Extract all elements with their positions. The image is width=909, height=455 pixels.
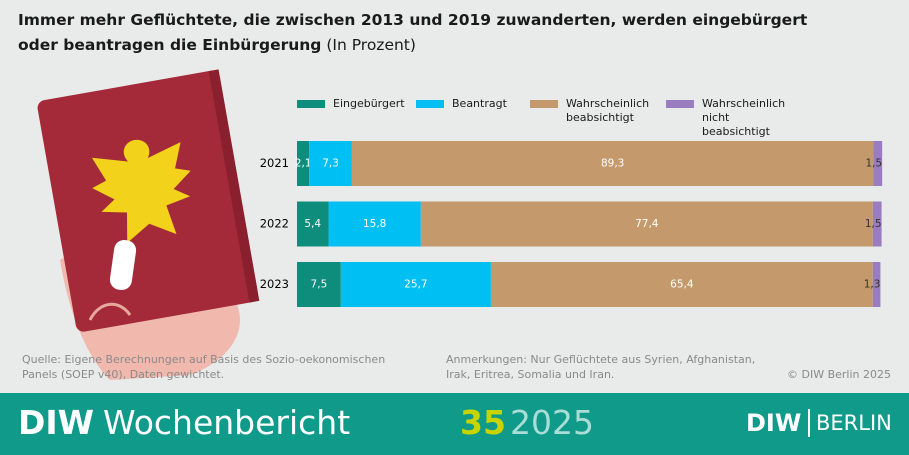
finger [88, 302, 132, 321]
bar-segment [297, 201, 329, 247]
copyright: © DIW Berlin 2025 [787, 368, 891, 381]
y-tick-label: 2021 [260, 156, 289, 170]
value-label: 7,3 [322, 158, 339, 170]
legend-swatch [530, 100, 558, 108]
value-label: 15,8 [363, 218, 386, 230]
legend-item: Eingebürgert [297, 97, 433, 111]
bar-segment [872, 262, 881, 307]
legend-label: Wahrscheinlich beabsichtigt [566, 97, 650, 124]
brand: DIW [18, 403, 95, 442]
legend-item: Beantragt [416, 97, 552, 111]
bar-segment [309, 141, 352, 186]
bar-segment [297, 262, 341, 307]
chart: 2021 2,1 7,3 89,3 1,5 2022 5,4 15,8 77,4 1,5 2023 7… [37, 69, 883, 380]
bar-segment [351, 141, 874, 186]
bar-segment [420, 201, 873, 247]
value-label: 2,1 [295, 158, 312, 170]
bar-segment [297, 141, 310, 186]
source: Quelle: Eigene Berechnungen auf Basis de… [22, 353, 386, 381]
legend-item: Wahrscheinlich beabsichtigt [530, 97, 658, 125]
publication: Wochenbericht [103, 403, 351, 442]
value-label: 1,5 [865, 218, 882, 230]
legend-label: Wahrscheinlich nicht beabsichtigt [702, 97, 786, 138]
value-label: 77,4 [635, 218, 659, 230]
bar-segment [872, 201, 882, 247]
value-label: 89,3 [601, 158, 624, 170]
thumb-nail [109, 240, 137, 290]
value-label: 1,3 [864, 279, 881, 291]
y-tick-label: 2022 [260, 217, 289, 231]
note: Anmerkungen: Nur Geflüchtete aus Syrien,… [446, 353, 756, 381]
value-label: 7,5 [311, 279, 328, 291]
bar-segment [490, 262, 873, 307]
legend-label: Beantragt [452, 97, 507, 110]
legend-swatch [666, 100, 694, 108]
passport-illustration [37, 69, 260, 380]
chart-title: Immer mehr Geflüchtete, die zwischen 201… [18, 11, 808, 54]
bar-segment [340, 262, 491, 307]
footer: DIW Wochenbericht 35 2025 DIW BERLIN [0, 393, 909, 455]
legend-swatch [297, 100, 325, 108]
unit: (In Prozent) [326, 36, 416, 54]
passport [37, 69, 260, 332]
title: Immer mehr Geflüchtete, die zwischen 201… [18, 8, 848, 58]
bar-segment [328, 201, 421, 247]
legend-item: Wahrscheinlich nicht beabsichtigt [666, 97, 794, 139]
legend-swatch [416, 100, 444, 108]
issue: 35 [460, 403, 506, 442]
logo-right: BERLIN [808, 409, 892, 437]
legend-label: Eingebürgert [333, 97, 405, 110]
eagle [91, 139, 191, 243]
year: 2025 [510, 403, 594, 442]
value-label: 5,4 [304, 218, 321, 230]
value-label: 65,4 [670, 279, 694, 291]
y-tick-label: 2023 [260, 277, 289, 291]
logo-left: DIW [746, 409, 802, 437]
passport-spine [208, 69, 260, 303]
bar-segment [873, 141, 883, 186]
value-label: 1,5 [865, 158, 882, 170]
value-label: 25,7 [404, 279, 427, 291]
